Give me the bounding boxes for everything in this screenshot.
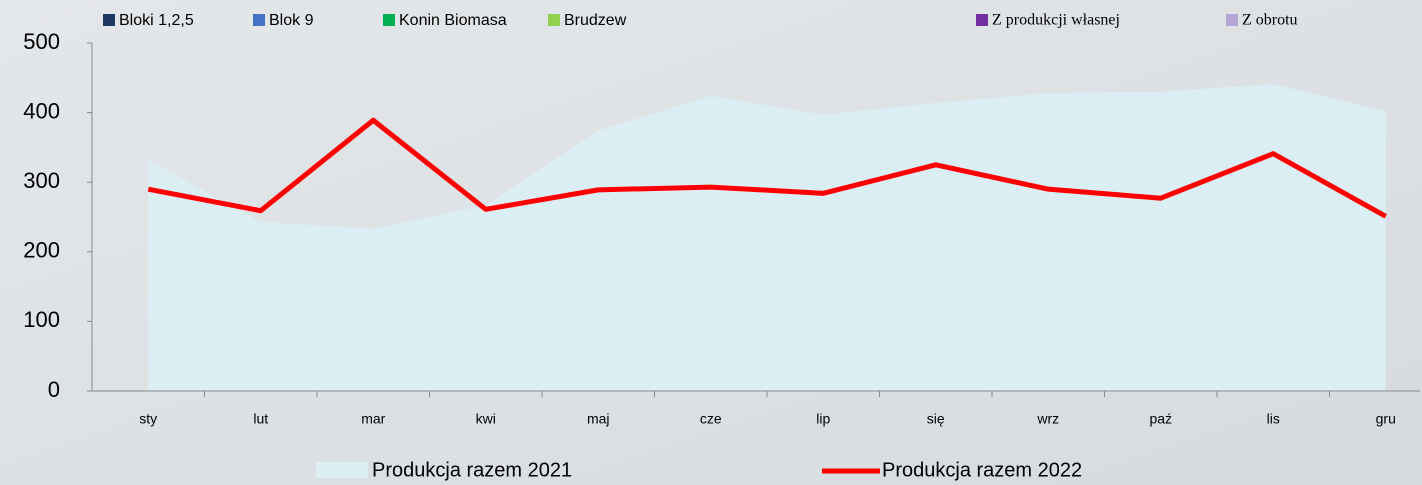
legend-label: Produkcja razem 2022 xyxy=(882,459,1082,481)
x-tick-label: cze xyxy=(700,411,722,427)
x-tick-label: lut xyxy=(253,411,268,427)
x-tick-label: maj xyxy=(587,411,610,427)
legend-label: Z obrotu xyxy=(1242,12,1298,29)
line xyxy=(147,117,1387,219)
legend-swatch xyxy=(103,14,115,26)
x-tick-label: gru xyxy=(1376,411,1396,427)
y-tick-label: 300 xyxy=(23,168,60,193)
legend-label: Z produkcji własnej xyxy=(992,12,1120,29)
area xyxy=(148,84,1386,392)
x-tick-label: mar xyxy=(361,411,385,427)
y-tick-label: 500 xyxy=(23,29,60,54)
x-tick-label: wrz xyxy=(1036,411,1059,427)
x-tick-label: paź xyxy=(1149,411,1172,427)
legend-swatch xyxy=(548,14,560,26)
legend-label: Produkcja razem 2021 xyxy=(372,459,572,481)
x-tick-label: lip xyxy=(816,411,830,427)
legend-swatch xyxy=(316,462,368,478)
y-tick-label: 200 xyxy=(23,238,60,263)
legend-label: Bloki 1,2,5 xyxy=(119,12,194,29)
legend-swatch xyxy=(383,14,395,26)
x-tick-label: kwi xyxy=(476,411,496,427)
legend-swatch xyxy=(976,14,988,26)
legend-swatch xyxy=(1226,14,1238,26)
x-tick-label: się xyxy=(927,411,945,427)
legend-swatch xyxy=(253,14,265,26)
y-tick-label: 0 xyxy=(48,377,60,402)
legend-label: Brudzew xyxy=(564,12,627,29)
x-tick-label: sty xyxy=(139,411,157,427)
legend-label: Blok 9 xyxy=(269,12,314,29)
y-tick-label: 400 xyxy=(23,98,60,123)
x-tick-label: lis xyxy=(1267,411,1280,427)
y-tick-label: 100 xyxy=(23,307,60,332)
legend-label: Konin Biomasa xyxy=(399,12,507,29)
